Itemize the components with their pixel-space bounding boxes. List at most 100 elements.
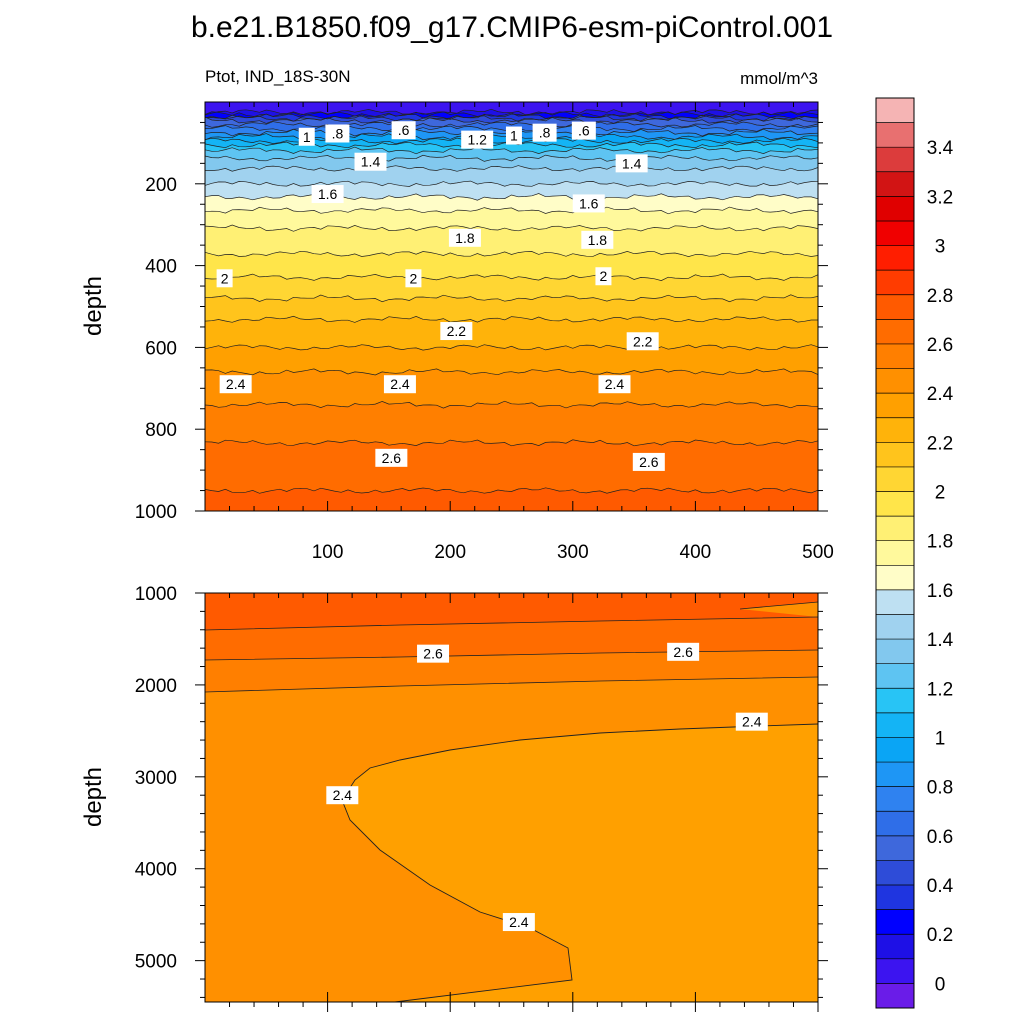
contour-label: 1	[303, 129, 311, 145]
colorbar-tick-label: 2.8	[927, 286, 953, 307]
contour-label: 2.4	[390, 376, 410, 392]
contour-label: .6	[578, 123, 590, 139]
colorbar-tick-label: 1.2	[927, 679, 953, 700]
upper-contour-line	[204, 250, 819, 257]
upper-contour-line	[204, 344, 819, 351]
contour-label-box	[391, 121, 416, 140]
contour-label: 1.8	[588, 232, 608, 248]
upper-fill-band	[205, 487, 818, 511]
lower-contour-labels: 2.6 2.6 2.4 2.4 2.4	[326, 642, 768, 932]
upper-contour-line	[204, 487, 819, 494]
colorbar-swatch	[876, 98, 914, 123]
contour-label: 2	[600, 268, 608, 284]
upper-y-tick-label: 400	[145, 257, 177, 278]
contour-label-box	[595, 267, 612, 286]
contour-label-box	[626, 332, 659, 351]
colorbar-swatch	[876, 147, 914, 173]
colorbar-swatch	[876, 688, 914, 714]
contour-label: 1.2	[467, 132, 487, 148]
contour-label: 2.4	[333, 787, 353, 803]
contour-label-box	[311, 185, 344, 204]
contour-label-box	[325, 124, 350, 143]
colorbar-tick-label: 1.6	[927, 581, 953, 602]
colorbar-swatch	[876, 343, 914, 369]
contour-label-box	[405, 269, 422, 288]
contour-label: 1.8	[455, 230, 475, 246]
upper-contour-line	[204, 116, 819, 124]
lower-filled-contours	[205, 593, 818, 1002]
colorbar-swatch	[876, 712, 914, 738]
upper-y-tick-label: 600	[145, 338, 177, 359]
colorbar-swatch	[876, 614, 914, 640]
lower-y-axis-label: depth	[80, 767, 107, 827]
colorbar-swatch	[876, 466, 914, 492]
colorbar-swatch	[876, 860, 914, 886]
colorbar-swatch	[876, 220, 914, 246]
colorbar-swatch	[876, 909, 914, 935]
contour-label: 2.6	[673, 644, 693, 660]
colorbar-tick-label: 2.2	[927, 433, 953, 454]
contour-label-box	[461, 130, 494, 149]
colorbar-tick-label: 0.4	[927, 876, 954, 897]
upper-contour-line	[204, 154, 819, 162]
colorbar-swatch	[876, 835, 914, 861]
lower-fill-max	[205, 593, 818, 630]
colorbar-swatch	[876, 737, 914, 763]
colorbar-swatch	[876, 983, 914, 1009]
lower-y-tick-label: 4000	[135, 860, 177, 881]
upper-contour-line	[204, 273, 819, 281]
contour-label: 1	[510, 128, 518, 144]
contour-label: .6	[398, 122, 410, 138]
upper-axis-ticks: 100 200 300 400 500 200 400 600 800 1000	[135, 102, 834, 563]
colorbar-swatch	[876, 762, 914, 787]
colorbar-swatch	[876, 516, 914, 542]
colorbar-swatch	[876, 958, 914, 984]
contour-label-box	[581, 230, 614, 249]
upper-contour-line	[204, 294, 819, 303]
colorbar-tick-label: 2	[935, 483, 946, 504]
contour-label-box	[598, 375, 631, 394]
contour-label: 2.4	[509, 914, 529, 930]
contour-label: 2.6	[382, 450, 402, 466]
contour-label-box	[440, 322, 473, 341]
upper-contour-line	[204, 224, 819, 232]
contour-label-box	[417, 644, 450, 663]
colorbar-swatch	[876, 171, 914, 197]
contour-label-box	[571, 121, 596, 140]
upper-y-tick-label: 1000	[135, 502, 177, 523]
contour-label-box	[219, 375, 252, 394]
contour-label-box	[448, 228, 481, 247]
colorbar-tick-label: 2.4	[927, 384, 954, 405]
contour-label: 1.6	[579, 195, 599, 211]
upper-y-axis-label: depth	[80, 276, 107, 336]
upper-x-tick-label: 300	[557, 542, 589, 563]
lower-y-tick-label: 5000	[135, 952, 177, 973]
figure-title: b.e21.B1850.f09_g17.CMIP6-esm-piControl.…	[191, 11, 833, 44]
upper-contour-line	[204, 146, 819, 155]
colorbar-tick-label: 3.4	[927, 138, 954, 159]
colorbar-tick-label: 3.2	[927, 187, 953, 208]
contour-label: 1.4	[622, 155, 642, 171]
upper-contour-line	[204, 180, 819, 187]
contour-label: 2.4	[742, 714, 762, 730]
lower-plot-frame	[204, 592, 819, 1003]
colorbar-tick-label: 0.8	[927, 778, 953, 799]
upper-x-tick-label: 200	[434, 542, 466, 563]
lower-fill-high	[205, 617, 818, 660]
colorbar: 0 0.2 0.4 0.6 0.8 1 1.2 1.4 1.6 1.8 2 2.2 2.4 2.6 2.8 3…	[875, 97, 954, 1009]
contour-label-box	[375, 448, 408, 467]
lower-axis-ticks: 1000 2000 3000 4000 5000	[135, 584, 828, 1012]
contour-label-box	[326, 786, 359, 805]
upper-contour-labels: 1.8.61.2 1.8.61.4 1.41.61.61.8 1.82 2 22.22.2…	[216, 121, 665, 471]
contour-label-box	[572, 194, 605, 213]
contour-label: 2	[410, 270, 418, 286]
upper-filled-contours	[205, 102, 818, 512]
colorbar-swatch	[876, 565, 914, 591]
colorbar-swatch	[876, 885, 914, 910]
colorbar-swatch	[876, 639, 914, 664]
lower-fill-core	[342, 724, 818, 1002]
contour-label-box	[735, 712, 768, 731]
contour-label: 2.2	[447, 323, 467, 339]
colorbar-swatch	[876, 811, 914, 837]
